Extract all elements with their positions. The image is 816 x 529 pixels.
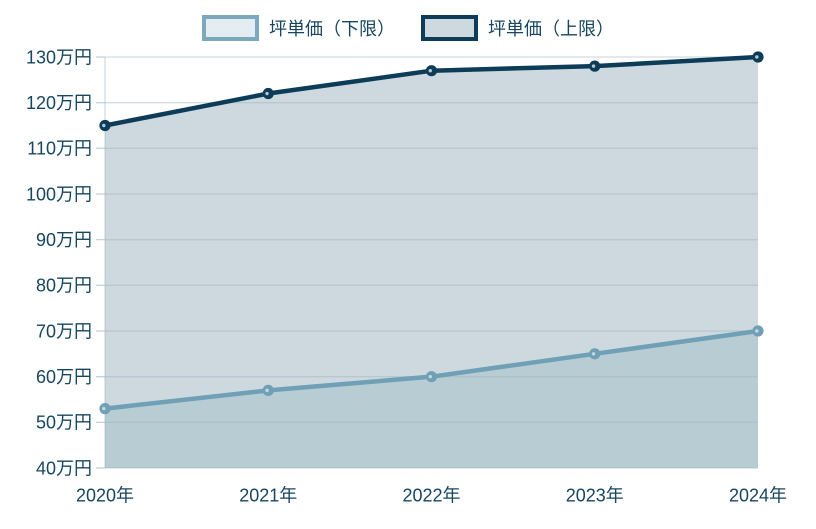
legend-swatch-upper bbox=[421, 15, 478, 41]
y-axis-label: 70万円 bbox=[36, 321, 92, 341]
data-point-center-dot bbox=[428, 69, 432, 73]
data-point-center-dot bbox=[755, 329, 759, 333]
y-axis-label: 60万円 bbox=[36, 367, 92, 387]
y-axis-label: 80万円 bbox=[36, 276, 92, 296]
x-axis-label: 2023年 bbox=[566, 485, 624, 505]
y-axis-label: 90万円 bbox=[36, 230, 92, 250]
legend-item-upper[interactable]: 坪単価（上限） bbox=[421, 15, 614, 41]
data-point-center-dot bbox=[428, 374, 432, 379]
data-point-center-dot bbox=[102, 123, 106, 128]
data-point-center-dot bbox=[265, 388, 269, 393]
data-point-center-dot bbox=[102, 406, 106, 411]
data-point-center-dot bbox=[265, 91, 269, 96]
chart-legend: 坪単価（下限） 坪単価（上限） bbox=[0, 15, 816, 41]
x-axis-label: 2020年 bbox=[76, 485, 134, 505]
legend-label-upper: 坪単価（上限） bbox=[488, 19, 614, 39]
data-point-center-dot bbox=[755, 55, 759, 59]
legend-label-lower: 坪単価（下限） bbox=[269, 19, 395, 39]
legend-item-lower[interactable]: 坪単価（下限） bbox=[202, 15, 395, 41]
data-point-center-dot bbox=[591, 64, 596, 68]
area-fill-lower bbox=[105, 331, 758, 468]
x-axis-label: 2024年 bbox=[729, 485, 787, 505]
y-axis-label: 130万円 bbox=[26, 47, 92, 67]
y-axis-label: 100万円 bbox=[26, 184, 92, 204]
y-axis-label: 110万円 bbox=[27, 139, 92, 159]
x-axis-label: 2022年 bbox=[402, 485, 460, 505]
y-axis-label: 120万円 bbox=[26, 93, 92, 113]
y-axis-label: 40万円 bbox=[36, 458, 92, 478]
legend-swatch-lower bbox=[202, 15, 259, 41]
y-axis-label: 50万円 bbox=[36, 413, 92, 433]
x-axis-label: 2021年 bbox=[239, 485, 297, 505]
data-point-center-dot bbox=[591, 352, 596, 356]
